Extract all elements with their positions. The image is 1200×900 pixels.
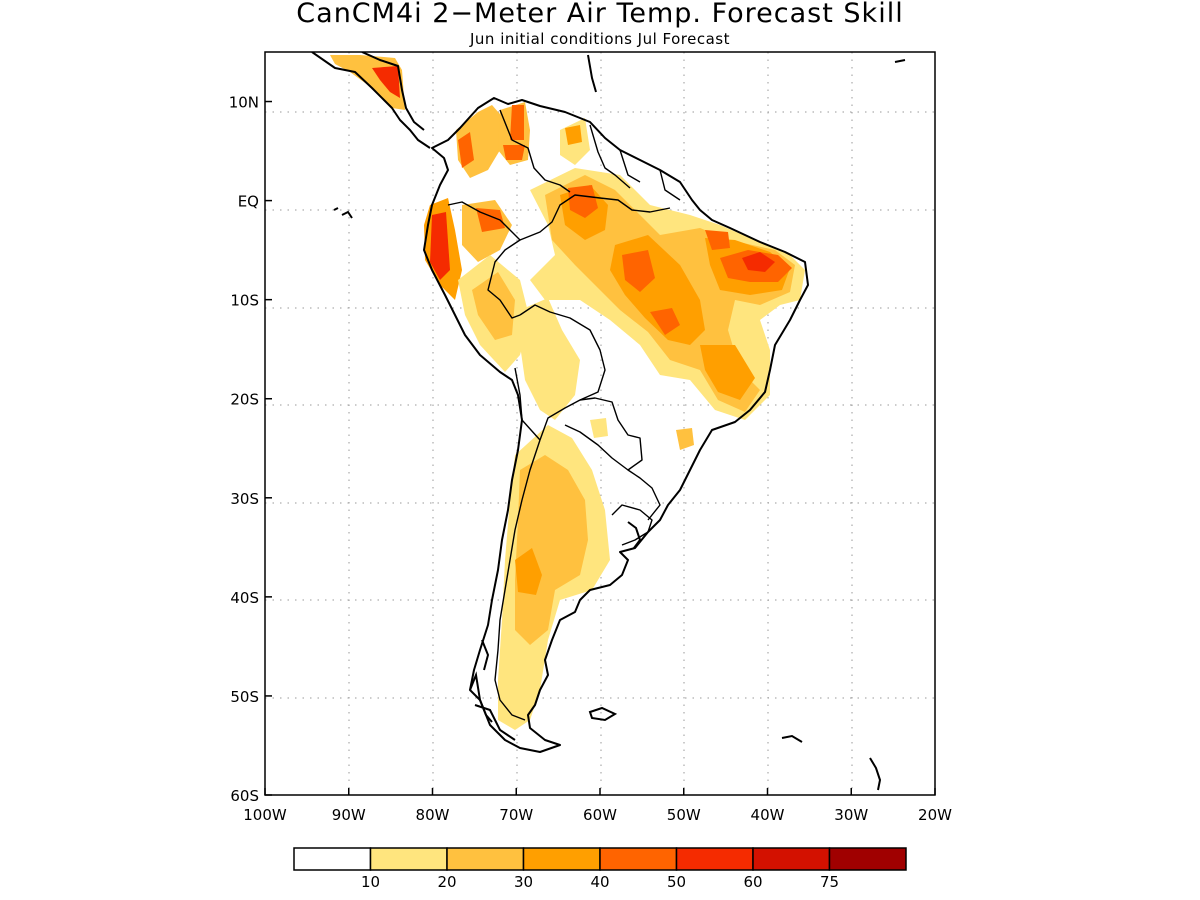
north-east-islands xyxy=(894,59,906,63)
south-sandwich-islands xyxy=(869,757,882,791)
chart-subtitle: Jun initial conditions Jul Forecast xyxy=(469,30,730,48)
colorbar-swatch xyxy=(752,847,831,871)
colorbar-swatch xyxy=(446,847,525,871)
country-borders xyxy=(447,109,681,721)
x-tick-label: 100W xyxy=(243,806,287,824)
y-tick-label: 40S xyxy=(230,589,259,607)
skill-region-chaco-spot xyxy=(590,418,608,438)
border-argentina-chile xyxy=(494,439,541,721)
colorbar-swatch xyxy=(522,847,601,871)
skill-region-brazil-south-spot xyxy=(676,428,694,450)
border-guianas xyxy=(619,149,681,201)
border-peru-bolivia-brazil xyxy=(519,304,606,441)
skill-shading xyxy=(330,55,805,730)
y-tick-label: 10N xyxy=(229,94,259,112)
y-axis-ticks: 10N EQ 10S 20S 30S 40S 50S 60S xyxy=(229,94,272,805)
skill-region-argentina-core xyxy=(515,548,542,595)
central-america-coast xyxy=(311,52,431,149)
chart-title: CanCM4i 2−Meter Air Temp. Forecast Skill xyxy=(296,0,903,29)
galapagos-islands xyxy=(333,207,353,219)
south-georgia-island xyxy=(781,734,803,743)
colorbar-swatch xyxy=(675,847,754,871)
skill-region-venezuela-west-core xyxy=(503,105,525,160)
skill-region-argentina-mid xyxy=(515,455,588,645)
map-panel xyxy=(265,52,935,795)
y-tick-label: 20S xyxy=(230,391,259,409)
y-tick-label: 60S xyxy=(230,787,259,805)
x-tick-label: 60W xyxy=(583,806,617,824)
x-tick-label: 80W xyxy=(416,806,450,824)
x-tick-label: 90W xyxy=(332,806,366,824)
colorbar-label: 60 xyxy=(743,873,762,891)
x-tick-label: 70W xyxy=(499,806,533,824)
skill-region-amazon-core-west xyxy=(568,185,730,335)
x-tick-label: 20W xyxy=(918,806,952,824)
colorbar-swatch xyxy=(369,847,448,871)
skill-region-nordeste-peak xyxy=(742,252,775,272)
y-tick-label: 30S xyxy=(230,490,259,508)
lagoa-dos-patos xyxy=(627,521,642,549)
colorbar-swatch xyxy=(599,847,678,871)
colorbar-label: 40 xyxy=(590,873,609,891)
skill-region-amazon-inner xyxy=(560,185,790,400)
skill-region-central-america-core xyxy=(372,66,400,98)
x-tick-label: 50W xyxy=(667,806,701,824)
colorbar-label: 75 xyxy=(820,873,839,891)
coastlines xyxy=(311,52,906,791)
skill-region-peru-central-inner xyxy=(472,272,515,340)
border-colombia-ecuador-peru xyxy=(447,201,521,319)
skill-region-bolivia xyxy=(520,298,580,420)
colorbar-label: 10 xyxy=(361,873,380,891)
border-colombia-venezuela xyxy=(499,109,571,193)
y-tick-label: 50S xyxy=(230,688,259,706)
skill-region-colombia-core xyxy=(458,132,474,168)
colorbar-swatch xyxy=(293,847,372,871)
colorbar-swatch xyxy=(828,847,907,871)
border-bolivia-chile xyxy=(514,367,541,441)
border-venezuela-guyana xyxy=(589,124,631,189)
colorbar-label: 50 xyxy=(667,873,686,891)
border-brazil-west xyxy=(519,194,671,241)
colorbar-label: 20 xyxy=(437,873,456,891)
x-tick-label: 30W xyxy=(834,806,868,824)
y-tick-label: EQ xyxy=(238,193,259,211)
central-america-caribbean-coast xyxy=(361,52,425,131)
chile-fjord-islands xyxy=(469,639,516,741)
border-uruguay xyxy=(611,504,653,546)
skill-region-guiana-core xyxy=(565,125,582,145)
border-paraguay xyxy=(564,397,643,471)
colorbar-label: 30 xyxy=(514,873,533,891)
border-argentina-brazil xyxy=(627,469,661,521)
x-tick-label: 40W xyxy=(751,806,785,824)
falkland-islands xyxy=(588,706,618,722)
x-axis-ticks: 100W 90W 80W 70W 60W 50W 40W 30W 20W xyxy=(243,788,952,824)
skill-region-ecuador-core xyxy=(430,212,450,280)
colorbar: 10 20 30 40 50 60 75 xyxy=(293,847,907,891)
y-tick-label: 10S xyxy=(230,292,259,310)
trinidad-coast xyxy=(587,54,597,93)
south-america-coastline xyxy=(423,97,809,753)
